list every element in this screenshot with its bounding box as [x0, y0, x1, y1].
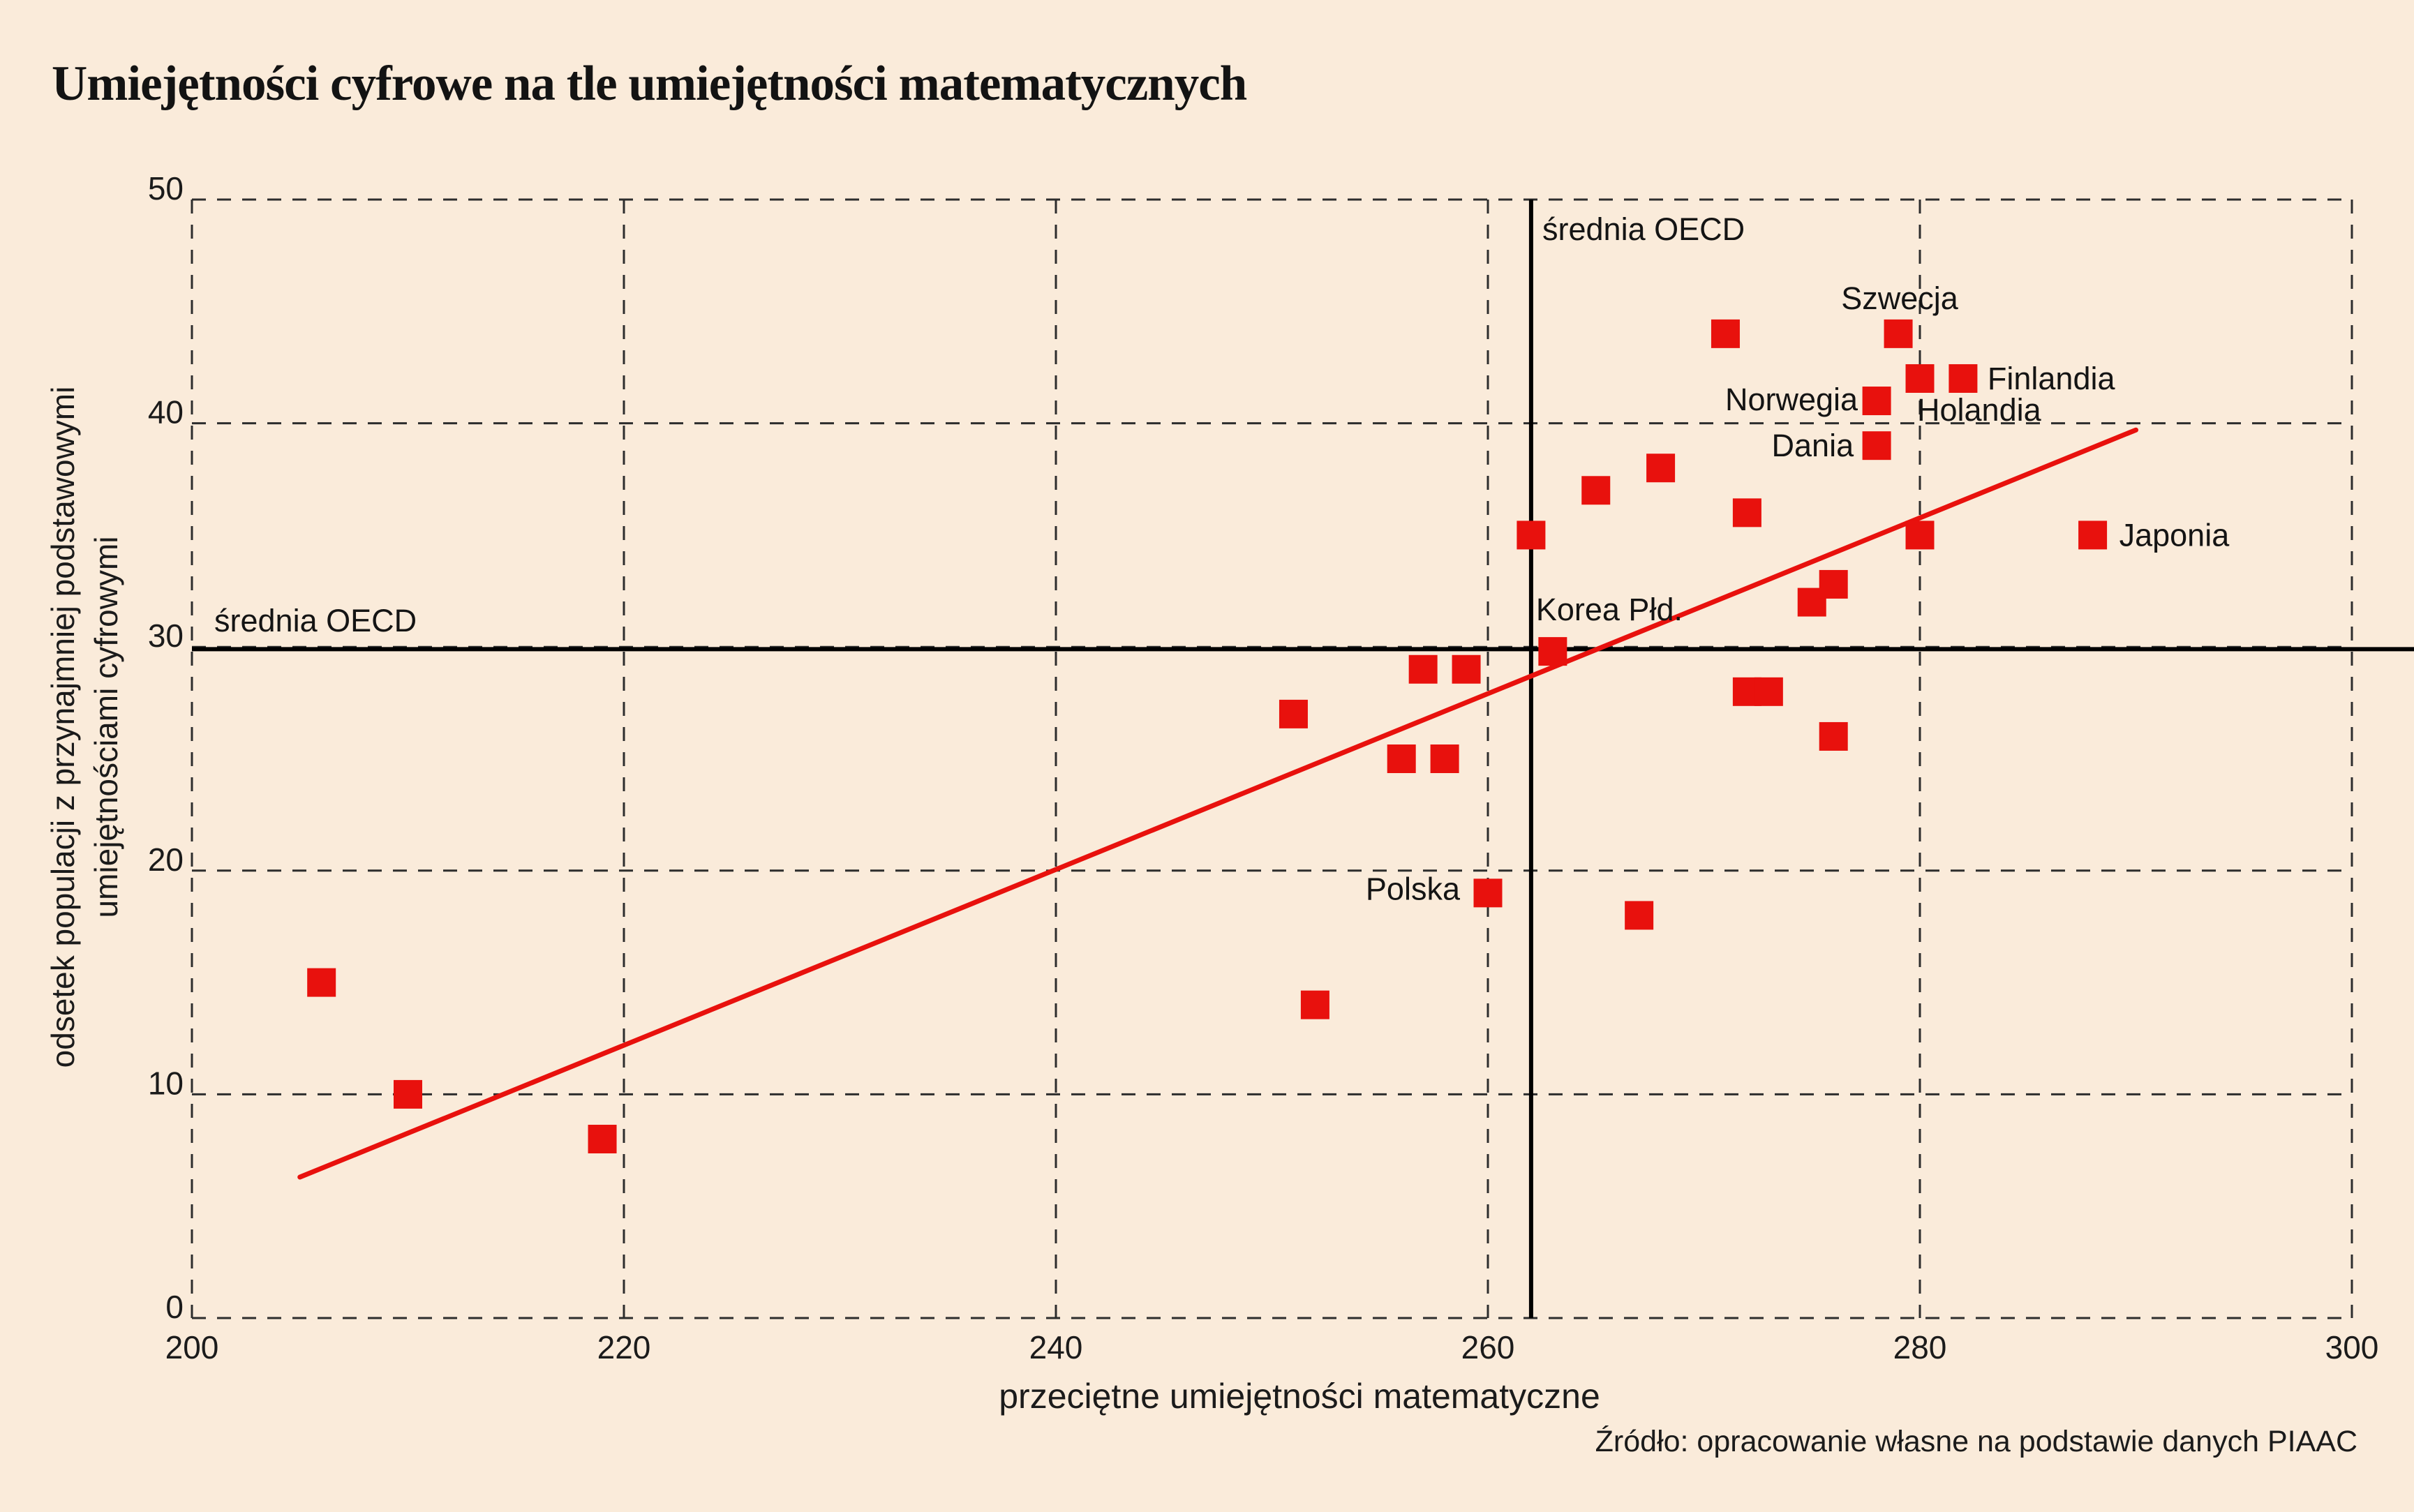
data-point: [1949, 364, 1978, 393]
y-axis-title-line1: odsetek populacji z przynajmniej podstaw…: [45, 386, 81, 1068]
trend-line-group: [297, 427, 2138, 1180]
data-point: [1819, 569, 1848, 599]
y-tick-label: 0: [165, 1289, 184, 1325]
data-point: [1279, 699, 1308, 728]
data-point: [1819, 721, 1848, 751]
country-label: Dania: [1772, 428, 1855, 463]
data-point: [1581, 476, 1611, 505]
country-label: Finlandia: [1988, 361, 2116, 396]
data-point: [2078, 521, 2108, 550]
data-point: [1732, 498, 1761, 527]
data-point: [1387, 744, 1416, 773]
data-point: [307, 968, 336, 997]
y-tick-label: 30: [148, 617, 184, 654]
data-point: [1862, 387, 1891, 416]
y-tick-label: 10: [148, 1065, 184, 1101]
tick-labels: 200 220 240 260 280 300 0 10 20 30 40 50: [148, 170, 2379, 1365]
oecd-mean-lines: [192, 200, 2414, 1318]
data-point: [1711, 319, 1740, 348]
oecd-mean-label-horizontal: średnia OECD: [214, 603, 417, 638]
data-point: [1862, 431, 1891, 461]
data-point: [1905, 364, 1935, 393]
data-point: [1754, 677, 1783, 706]
data-point: [394, 1079, 422, 1109]
country-label: Norwegia: [1725, 382, 1858, 417]
country-labels: Polska Korea Płd. Norwegia Dania Szwecja Hola…: [1366, 280, 2230, 907]
data-point: [1905, 521, 1935, 550]
y-axis-title-line2: umiejętnościami cyfrowymi: [88, 536, 124, 918]
data-points: [307, 319, 2108, 1154]
x-tick-label: 280: [1893, 1329, 1947, 1365]
x-tick-label: 220: [597, 1329, 651, 1365]
oecd-mean-label-vertical: średnia OECD: [1542, 211, 1745, 247]
data-point: [1538, 637, 1567, 666]
y-tick-label: 50: [148, 170, 184, 207]
data-point: [1408, 654, 1438, 684]
country-label: Japonia: [2119, 517, 2230, 553]
data-point: [1452, 654, 1481, 684]
x-tick-label: 200: [165, 1329, 219, 1365]
country-label: Korea Płd.: [1536, 592, 1683, 627]
data-point: [1473, 878, 1503, 908]
y-tick-label: 40: [148, 394, 184, 431]
chart-title: Umiejętności cyfrowe na tle umiejętności…: [52, 57, 1247, 111]
y-tick-label: 20: [148, 841, 184, 878]
country-label: Holandia: [1917, 392, 2042, 428]
x-tick-label: 260: [1461, 1329, 1515, 1365]
source-note: Źródło: opracowanie własne na podstawie …: [1595, 1425, 2357, 1458]
data-point: [1300, 990, 1329, 1019]
y-axis-title: odsetek populacji z przynajmniej podstaw…: [41, 387, 128, 1068]
x-tick-label: 240: [1029, 1329, 1083, 1365]
data-point: [1884, 319, 1913, 348]
country-label: Polska: [1366, 871, 1461, 906]
country-label: Szwecja: [1841, 280, 1959, 316]
data-point: [1430, 744, 1459, 773]
data-point: [1625, 901, 1654, 930]
x-axis-title: przeciętne umiejętności matematyczne: [999, 1377, 1600, 1416]
gridlines: [191, 198, 2353, 1319]
x-tick-label: 300: [2325, 1329, 2379, 1365]
trend-line: [297, 427, 2138, 1180]
data-point: [588, 1125, 617, 1154]
data-point: [1517, 521, 1546, 550]
data-point: [1646, 454, 1676, 483]
